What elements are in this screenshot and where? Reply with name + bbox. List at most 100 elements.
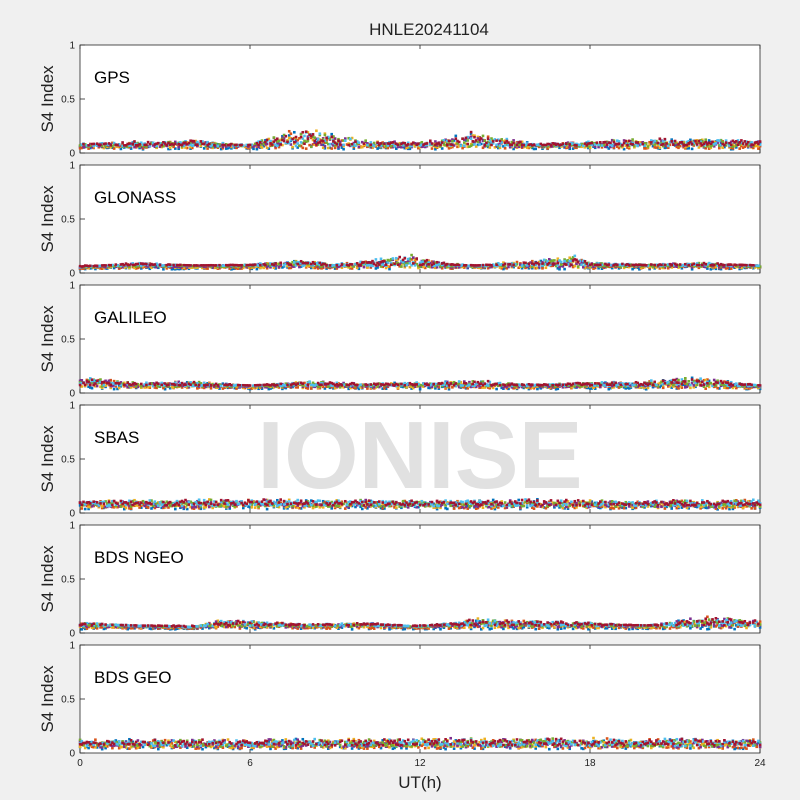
data-point [707, 144, 711, 147]
data-point [318, 266, 322, 269]
data-point [182, 144, 186, 148]
data-point [537, 385, 541, 389]
data-point [310, 134, 313, 138]
data-point [146, 140, 150, 144]
data-point [510, 140, 514, 144]
data-point [316, 141, 320, 145]
data-point [741, 146, 745, 149]
data-point [267, 264, 271, 268]
data-point [709, 267, 713, 271]
data-point [243, 263, 247, 267]
data-point [476, 137, 480, 140]
data-point [311, 260, 315, 264]
data-point [303, 142, 306, 146]
data-point [726, 266, 730, 270]
data-point [587, 264, 590, 268]
data-point [646, 145, 650, 148]
data-point [719, 383, 723, 386]
data-point [281, 382, 284, 386]
data-point [519, 265, 522, 269]
data-point [350, 144, 354, 147]
data-point [573, 258, 577, 261]
data-point [536, 387, 539, 391]
data-point [680, 264, 684, 267]
data-point [692, 385, 696, 389]
data-point [745, 142, 748, 146]
data-point [672, 264, 675, 267]
data-point [609, 263, 612, 267]
data-point [260, 142, 264, 146]
data-point [82, 144, 85, 147]
data-point [403, 256, 407, 260]
data-point [316, 262, 320, 265]
data-point [604, 264, 607, 267]
data-point [384, 266, 388, 270]
data-point [78, 264, 82, 268]
data-point [201, 142, 204, 146]
data-point [330, 385, 333, 389]
data-point [473, 134, 476, 138]
panel-plot-area [79, 164, 761, 274]
data-point [437, 261, 441, 264]
data-point [452, 263, 456, 267]
data-point [264, 262, 267, 266]
data-point [109, 263, 112, 267]
data-point [157, 141, 160, 145]
data-point [168, 146, 172, 150]
data-point [544, 259, 548, 262]
data-point [277, 384, 281, 388]
data-point [406, 143, 410, 146]
data-point [706, 144, 709, 148]
data-point [225, 147, 228, 150]
data-point [641, 142, 645, 146]
data-point [643, 386, 646, 389]
data-point [231, 144, 235, 148]
data-point [211, 266, 214, 269]
data-point [413, 145, 417, 148]
data-point [677, 146, 680, 150]
data-point [689, 386, 692, 390]
data-point [752, 143, 755, 147]
data-point [187, 266, 191, 269]
data-point [287, 384, 291, 387]
data-point [255, 263, 259, 267]
data-point [321, 143, 325, 147]
data-point [247, 143, 250, 147]
data-point [170, 385, 174, 389]
data-point [201, 264, 204, 267]
data-point [301, 264, 305, 268]
data-point [167, 147, 170, 151]
data-point [478, 138, 481, 142]
data-point [673, 262, 677, 266]
data-point [570, 263, 573, 267]
data-point [446, 265, 449, 268]
chart-title: HNLE20241104 [369, 20, 489, 39]
data-point [593, 263, 597, 267]
data-point [551, 263, 554, 266]
data-point [269, 142, 272, 145]
data-point [684, 377, 687, 380]
data-point [284, 134, 288, 138]
data-point [325, 385, 328, 388]
data-point [587, 386, 590, 390]
data-point [145, 145, 148, 148]
data-point [168, 266, 172, 269]
data-point [503, 139, 507, 143]
data-point [187, 141, 191, 145]
data-point [677, 378, 680, 382]
data-point [136, 262, 140, 266]
data-point [699, 265, 702, 268]
data-point [134, 142, 138, 146]
data-point [265, 265, 269, 269]
data-point [269, 264, 272, 267]
data-point [315, 265, 318, 269]
data-point [398, 255, 401, 259]
panel-label: GLONASS [94, 188, 176, 207]
data-point [415, 143, 418, 146]
data-point [337, 265, 340, 269]
data-point [627, 383, 631, 387]
data-point [435, 144, 439, 147]
data-point [320, 263, 323, 267]
data-point [216, 386, 220, 390]
data-point [636, 141, 639, 144]
